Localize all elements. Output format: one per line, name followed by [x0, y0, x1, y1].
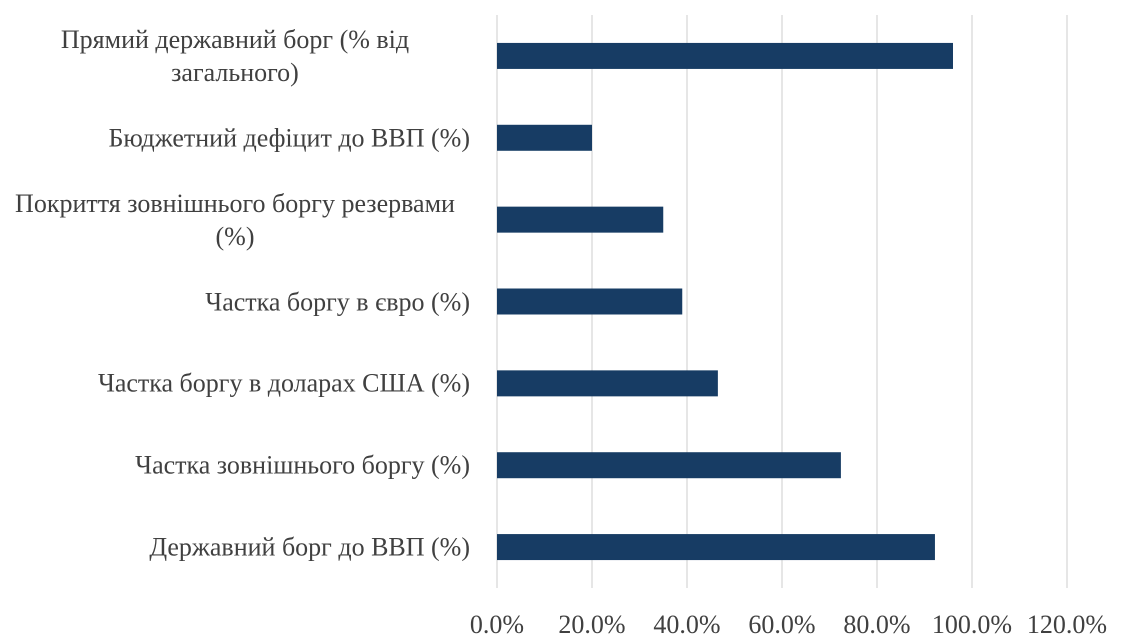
y-tick-label: Бюджетний дефіцит до ВВП (%) [0, 121, 470, 154]
bar [497, 452, 841, 479]
x-tick-label: 100.0% [932, 610, 1012, 637]
y-tick-label-text: Державний борг до ВВП (%) [149, 532, 470, 562]
bar [497, 42, 953, 69]
y-tick-label-text: Частка боргу в доларах США (%) [97, 368, 470, 398]
y-tick-label: Державний борг до ВВП (%) [0, 531, 470, 564]
y-tick-label: Частка боргу в доларах США (%) [0, 367, 470, 400]
x-tick-label-text: 20.0% [558, 610, 626, 637]
y-tick-label-text: Покриття зовнішнього боргу резервами (%) [15, 188, 455, 251]
x-tick-label-text: 120.0% [1026, 610, 1108, 637]
y-tick-label-text: Частка боргу в євро (%) [205, 287, 470, 316]
x-tick-label: 120.0% [1027, 610, 1107, 637]
x-tick-label-text: 40.0% [653, 610, 721, 637]
x-tick-label: 20.0% [558, 610, 625, 637]
x-tick-label-text: 80.0% [843, 610, 911, 637]
x-tick-label: 80.0% [843, 610, 910, 637]
y-tick-label-text: Бюджетний дефіцит до ВВП (%) [108, 123, 470, 153]
x-tick-label-text: 100.0% [931, 610, 1013, 637]
bar [497, 124, 592, 151]
x-tick-label: 0.0% [470, 610, 524, 637]
y-tick-label: Частка боргу в євро (%) [0, 285, 470, 318]
bar [497, 288, 683, 315]
x-tick-label-text: 0.0% [469, 610, 525, 637]
x-tick-label: 40.0% [653, 610, 720, 637]
y-tick-label: Прямий державний борг (% від загального) [0, 23, 470, 89]
y-tick-label-text: Частка зовнішнього боргу (%) [135, 450, 470, 480]
bar [497, 534, 935, 561]
bar [497, 370, 718, 397]
y-tick-label-text: Прямий державний борг (% від загального) [60, 24, 410, 87]
x-tick-label: 60.0% [748, 610, 815, 637]
bar [497, 206, 664, 233]
y-tick-label: Частка зовнішнього боргу (%) [0, 449, 470, 482]
x-tick-label-text: 60.0% [748, 610, 816, 637]
y-tick-label: Покриття зовнішнього боргу резервами (%) [0, 187, 470, 253]
